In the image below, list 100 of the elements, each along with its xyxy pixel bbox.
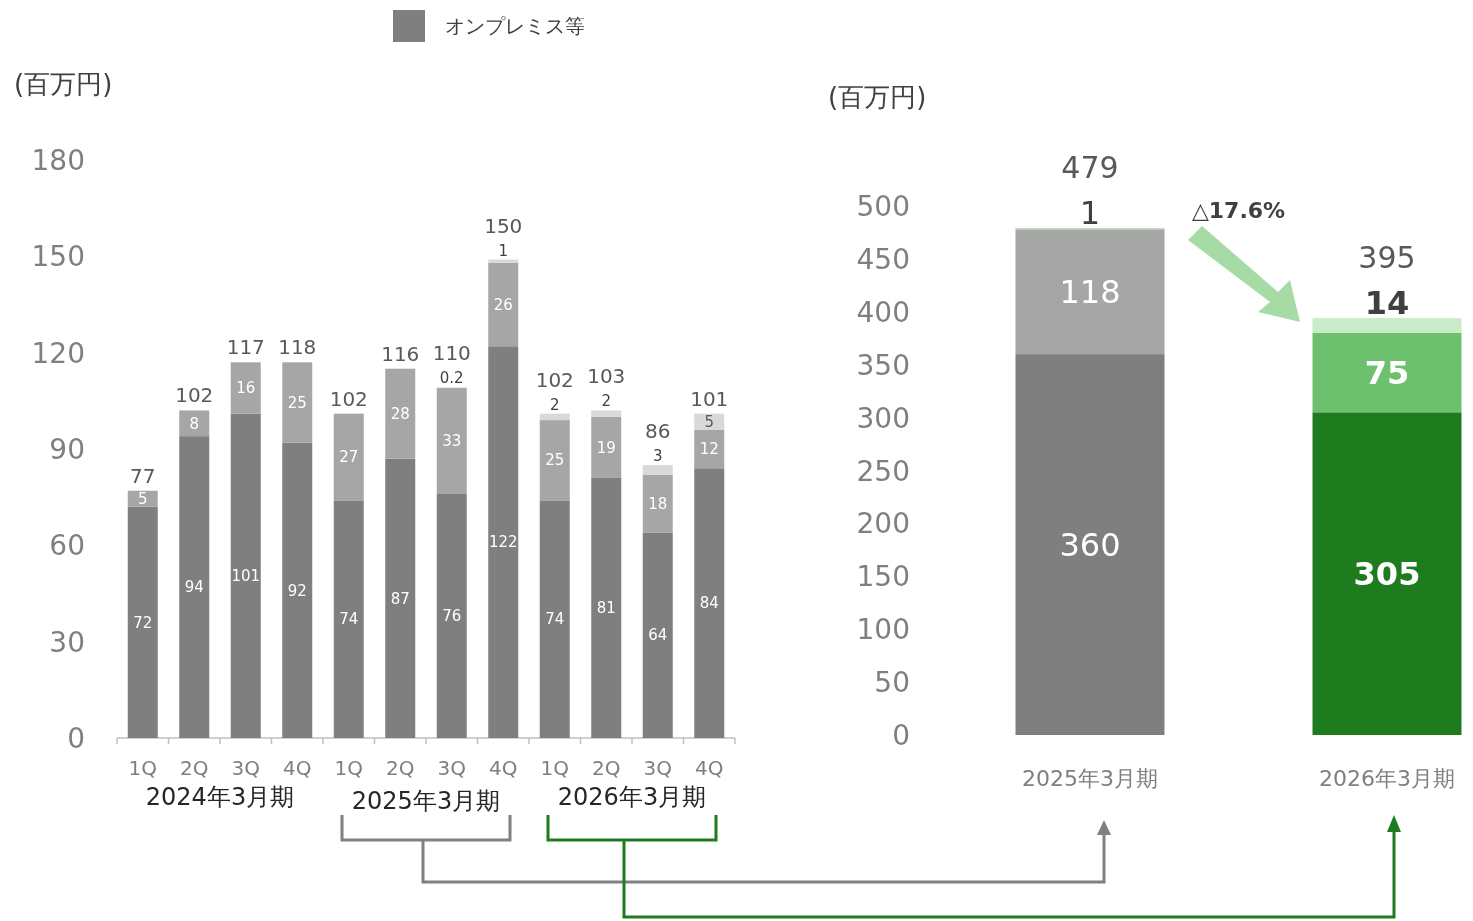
x-tick-label: 1Q [128,756,157,780]
total-label: 117 [226,335,265,360]
bar [1312,412,1462,735]
data-label: 14 [1364,284,1410,323]
text: 2026年3月期 [557,783,707,811]
bar [282,442,313,738]
data-label: 8 [189,414,200,433]
x-tick-label: 3Q [437,756,466,780]
bar [1015,229,1165,355]
total-label: 86 [645,419,671,444]
data-label: 18 [648,494,668,513]
y-axis-title: (百万円) [828,82,927,112]
x-tick-label: 2Q [592,756,621,780]
data-label: 101 [231,567,261,586]
data-label: 122 [488,533,518,552]
total-label: 150 [484,213,523,238]
data-label: 118 [1059,272,1121,311]
x-tick-label: 2Q [386,756,415,780]
bar [694,468,725,738]
total-label: 103 [587,364,626,389]
total-label: 116 [381,341,420,366]
data-label: 94 [184,578,204,597]
x-tick-label: 2025年3月期 [1022,766,1158,791]
bar [1015,354,1165,735]
x-tick-label: 1Q [334,756,363,780]
bar [539,420,570,501]
data-label: 19 [596,438,616,457]
data-label: 1 [498,241,509,260]
data-label: 81 [596,599,616,618]
bar [282,362,313,443]
data-label: 1 [1079,194,1101,233]
total-label: 102 [535,367,574,392]
bar [127,506,158,738]
data-label: 84 [699,594,719,613]
data-label: 28 [390,404,410,423]
bar [488,259,519,263]
total-label: 101 [690,386,729,411]
data-label: 25 [287,393,307,412]
data-label: 360 [1059,525,1121,564]
total-label: 77 [130,463,156,488]
x-tick-label: 3Q [643,756,672,780]
data-label: 2 [549,395,560,414]
data-label: 87 [390,589,410,608]
data-label: 72 [133,613,153,632]
bar [642,465,673,475]
x-tick-label: 4Q [489,756,518,780]
bar [591,416,622,478]
bar [539,500,570,738]
total-label: 395 [1358,240,1416,276]
bar [385,368,416,459]
data-label: 26 [493,295,513,314]
text: 2024年3月期 [145,783,295,811]
total-label: 479 [1061,150,1119,186]
bar [694,429,725,469]
data-label: 305 [1353,554,1421,593]
data-label: 3 [652,447,663,466]
bar [385,458,416,738]
bar [642,474,673,533]
total-label: 102 [175,383,214,408]
bar [642,532,673,738]
total-label: 118 [278,335,317,360]
text: 2025年3月期 [351,787,501,815]
data-label: 2 [601,392,612,411]
data-label: 64 [648,626,668,645]
data-label: 74 [545,610,565,629]
bar [179,410,210,437]
bar [539,413,570,421]
x-tick-label: 2Q [180,756,209,780]
data-label: 33 [442,432,462,451]
bar [1312,332,1462,413]
data-label: 27 [339,448,359,467]
data-label: 0.2 [439,369,464,388]
data-label: 92 [287,581,307,600]
data-label: 5 [704,412,715,431]
bar [488,262,519,347]
bar [591,477,622,738]
total-label: 102 [329,386,368,411]
bar [179,436,210,738]
bar [333,413,364,501]
x-tick-label: 4Q [695,756,724,780]
data-label: 76 [442,607,462,626]
data-label: 75 [1364,353,1410,392]
data-label: 16 [236,379,256,398]
data-label: 12 [699,440,719,459]
x-tick-label: 3Q [231,756,260,780]
bar [230,362,261,414]
bar [436,387,467,494]
data-label: 5 [137,490,148,509]
x-tick-label: 1Q [540,756,569,780]
bar [488,346,519,738]
bar [436,493,467,738]
bar [591,410,622,417]
bar [230,413,261,738]
data-label: 25 [545,451,565,470]
x-tick-label: 4Q [283,756,312,780]
y-axis-title: (百万円) [14,69,113,99]
total-label: 110 [432,341,471,366]
x-tick-label: 2026年3月期 [1319,766,1455,791]
legend-label: オンプレミス等 [445,14,585,38]
data-label: 74 [339,610,359,629]
